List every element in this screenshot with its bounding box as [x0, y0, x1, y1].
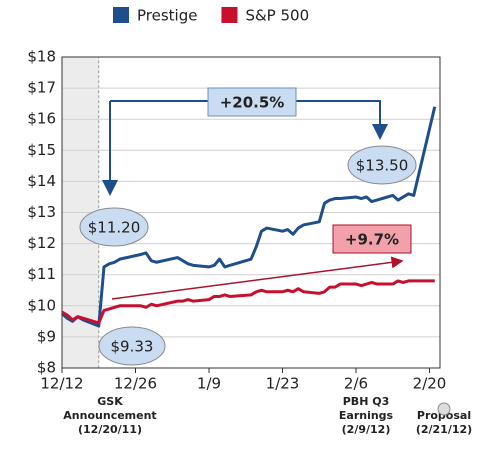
- y-tick-label: $16: [27, 110, 56, 128]
- x-tick-label: 1/9: [197, 375, 221, 393]
- change-box: [332, 224, 412, 254]
- callout-label: $13.50: [356, 157, 409, 175]
- change-label: +9.7%: [345, 231, 399, 249]
- legend-swatch: [113, 7, 129, 23]
- y-tick-label: $17: [27, 79, 56, 97]
- x-tick-label: 2/6: [344, 375, 368, 393]
- callout-label: $11.20: [88, 219, 141, 237]
- plot-frame: [61, 56, 441, 369]
- legend-label: S&P 500: [245, 7, 309, 25]
- legend-label: Prestige: [137, 7, 197, 25]
- icon: [437, 402, 451, 416]
- callout: [98, 326, 166, 366]
- y-tick-label: $13: [27, 203, 56, 221]
- annotation: PBH Q3: [343, 395, 390, 408]
- callout: [79, 207, 149, 247]
- annotation: (12/20/11): [78, 423, 142, 436]
- annotation: Announcement: [63, 409, 156, 422]
- x-tick-label: 12/26: [114, 375, 157, 393]
- x-tick-label: 1/23: [266, 375, 300, 393]
- callout: [347, 145, 417, 185]
- x-tick-label: 2/20: [413, 375, 447, 393]
- annotation: Earnings: [339, 409, 394, 422]
- annotation: (2/9/12): [342, 423, 391, 436]
- y-tick-label: $9: [37, 327, 56, 345]
- arrow: [111, 256, 404, 300]
- legend-swatch: [221, 7, 238, 23]
- y-tick-label: $18: [27, 48, 56, 66]
- annotation: (2/21/12): [416, 423, 472, 436]
- y-tick-label: $15: [27, 141, 56, 159]
- y-tick-label: $10: [27, 296, 56, 314]
- x-tick-label: 12/12: [40, 375, 83, 393]
- y-tick-label: $8: [37, 359, 56, 377]
- change-box: [207, 87, 297, 117]
- annotations: +20.5% +9.7% $11.20 $13.50 $9.33: [79, 87, 451, 416]
- change-label: +20.5%: [220, 94, 285, 112]
- y-tick-label: $12: [27, 234, 56, 252]
- series-line: [61, 106, 437, 328]
- series-line: [61, 279, 435, 325]
- y-tick-label: $14: [27, 172, 56, 190]
- annotation: GSK: [97, 395, 123, 408]
- y-tick-label: $11: [27, 265, 56, 283]
- callout-label: $9.33: [111, 338, 154, 356]
- arrow: [110, 100, 388, 140]
